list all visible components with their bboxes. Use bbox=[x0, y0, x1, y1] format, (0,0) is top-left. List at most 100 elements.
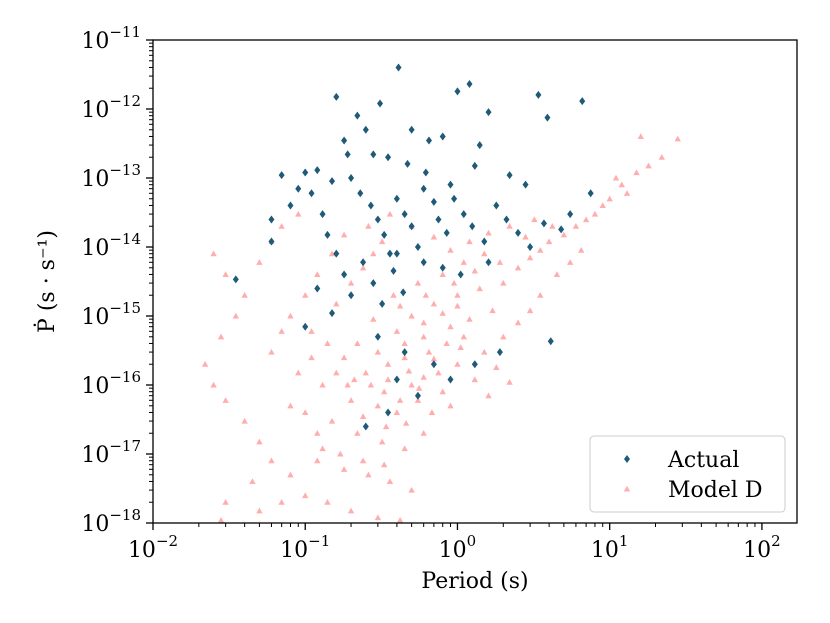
model-d-point bbox=[374, 402, 382, 409]
actual-point bbox=[506, 171, 513, 180]
model-d-point bbox=[500, 333, 507, 340]
actual-point bbox=[362, 125, 369, 134]
actual-point bbox=[377, 99, 384, 108]
model-d-point bbox=[401, 354, 408, 361]
model-d-point bbox=[319, 381, 326, 388]
actual-point bbox=[329, 177, 336, 186]
model-d-point bbox=[420, 319, 427, 326]
actual-point bbox=[471, 161, 478, 170]
model-d-point bbox=[526, 307, 534, 314]
legend: Actual Model D bbox=[589, 435, 786, 513]
actual-point bbox=[379, 299, 386, 308]
model-d-point bbox=[420, 430, 427, 436]
model-d-point bbox=[328, 250, 336, 257]
model-d-point bbox=[500, 279, 507, 286]
actual-point bbox=[268, 237, 275, 246]
model-d-point bbox=[447, 323, 454, 330]
actual-point bbox=[503, 215, 510, 224]
x-axis-label: Period (s) bbox=[421, 569, 528, 594]
model-d-point bbox=[591, 210, 599, 217]
model-d-point bbox=[430, 355, 438, 362]
model-d-point bbox=[396, 302, 404, 309]
actual-point bbox=[385, 153, 392, 162]
y-tick-label: 10−14 bbox=[81, 230, 141, 261]
model-d-point bbox=[347, 507, 355, 514]
model-d-point bbox=[365, 471, 372, 478]
actual-point bbox=[414, 391, 421, 400]
model-d-point bbox=[287, 471, 294, 478]
actual-point bbox=[308, 189, 315, 198]
model-d-point bbox=[506, 223, 513, 229]
actual-point bbox=[515, 228, 522, 237]
actual-point bbox=[393, 249, 400, 258]
actual-point bbox=[354, 111, 361, 120]
actual-point bbox=[476, 141, 483, 150]
model-d-point bbox=[566, 259, 574, 265]
model-d-point bbox=[362, 369, 370, 376]
actual-point bbox=[439, 263, 446, 272]
model-d-point bbox=[344, 381, 351, 388]
model-d-point bbox=[268, 348, 275, 355]
model-d-point bbox=[314, 271, 321, 278]
model-d-point bbox=[347, 279, 355, 286]
actual-point bbox=[579, 97, 586, 106]
model-d-point bbox=[522, 233, 529, 240]
y-tick-label: 10−12 bbox=[81, 92, 141, 123]
actual-point bbox=[420, 184, 427, 193]
actual-point bbox=[454, 87, 461, 96]
actual-point bbox=[302, 322, 309, 331]
model-d-point bbox=[637, 133, 644, 140]
model-d-point bbox=[396, 397, 404, 403]
actual-point bbox=[232, 275, 239, 284]
model-d-point bbox=[420, 333, 427, 340]
model-d-point bbox=[308, 354, 315, 361]
actual-point bbox=[348, 291, 355, 300]
model-d-point bbox=[582, 216, 590, 223]
model-d-point bbox=[493, 364, 500, 370]
model-d-point bbox=[408, 486, 415, 493]
series-model-d bbox=[201, 133, 681, 523]
model-d-point bbox=[287, 402, 294, 409]
model-d-point bbox=[380, 461, 388, 468]
model-d-point bbox=[222, 397, 229, 403]
model-d-point bbox=[359, 413, 367, 420]
model-d-point bbox=[210, 250, 217, 257]
actual-point bbox=[370, 279, 377, 288]
model-d-point bbox=[359, 264, 367, 271]
model-d-point bbox=[430, 300, 438, 307]
model-d-point bbox=[454, 361, 461, 367]
model-d-point bbox=[314, 430, 321, 436]
x-tick-label: 10−2 bbox=[128, 532, 178, 563]
model-d-point bbox=[384, 376, 392, 383]
model-d-point bbox=[382, 423, 390, 430]
model-d-point bbox=[217, 333, 225, 340]
model-d-point bbox=[222, 271, 229, 278]
model-d-point bbox=[319, 445, 326, 452]
model-d-point bbox=[485, 392, 492, 399]
actual-point bbox=[460, 210, 467, 219]
model-d-point bbox=[435, 369, 442, 376]
model-d-point bbox=[443, 340, 450, 347]
model-d-point bbox=[241, 417, 248, 424]
model-d-point bbox=[354, 430, 361, 436]
actual-point bbox=[344, 150, 351, 159]
y-axis-label: Ṗ (s · s⁻¹) bbox=[33, 230, 60, 333]
model-d-point bbox=[447, 246, 454, 253]
model-d-point bbox=[526, 254, 534, 261]
model-d-point bbox=[439, 388, 446, 395]
actual-point bbox=[395, 63, 402, 72]
model-d-point bbox=[386, 478, 394, 485]
actual-point bbox=[302, 168, 309, 177]
model-d-point bbox=[340, 354, 348, 361]
model-d-point bbox=[612, 174, 620, 181]
actual-point bbox=[367, 201, 374, 210]
model-d-point bbox=[367, 381, 375, 388]
actual-point bbox=[287, 201, 294, 210]
model-d-point bbox=[337, 450, 344, 457]
actual-point bbox=[414, 243, 421, 251]
actual-point bbox=[485, 108, 492, 117]
model-d-point bbox=[560, 231, 568, 238]
model-d-point bbox=[425, 348, 433, 355]
model-d-point bbox=[351, 376, 358, 383]
actual-point bbox=[324, 230, 331, 239]
